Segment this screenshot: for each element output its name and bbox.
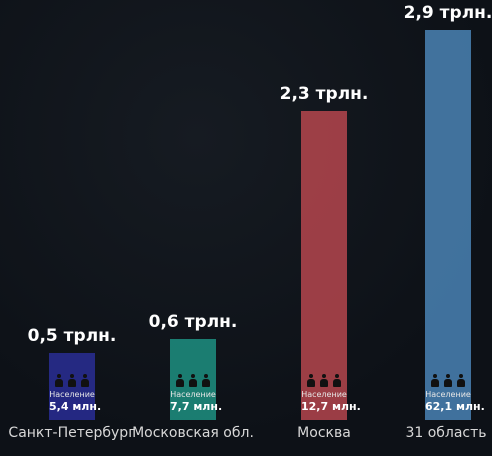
person-icon [307,373,315,387]
population-value: 5,4 млн. [49,400,102,413]
person-icon-body [457,378,465,387]
person-icon [457,373,465,387]
population-value: 7,7 млн. [170,399,223,413]
person-icon-body [307,378,315,387]
population-value: 12,7 млн. [301,399,361,413]
person-icon-head [57,374,61,378]
bar: Население 12,7 млн. [301,110,361,420]
person-icon [55,374,63,387]
person-icon-body [176,378,184,387]
person-icon [431,373,439,387]
category-label: Московская обл. [132,425,254,441]
person-icon-head [70,374,74,378]
bar: Население 7,7 млн. [170,339,223,420]
population-icons [170,373,216,388]
population-icons [49,374,95,388]
category-label: Москва [297,425,351,441]
category-label: 31 область [405,425,487,441]
person-icon-body [189,378,197,387]
population-caption: Население [425,389,471,399]
person-icon [320,373,328,387]
person-icon-head [204,373,208,378]
population-caption: Население [49,390,95,399]
person-icon-body [431,378,439,387]
person-icon [68,374,76,387]
person-icon [176,373,184,387]
person-icon-body [81,379,89,387]
data-label: 0,5 трлн. [27,325,117,346]
population-caption: Население [170,389,216,399]
data-label: 2,9 трлн. [403,2,492,23]
person-icon-head [335,373,339,378]
bar-fill [301,110,347,420]
person-icon-head [446,373,450,378]
data-label: 0,6 трлн. [148,312,238,333]
person-icon-body [55,379,63,387]
person-icon-head [322,373,326,378]
person-icon [189,373,197,387]
person-icon [81,374,89,387]
person-icon [444,373,452,387]
person-icon-body [68,379,76,387]
category-label: Санкт-Петербург [8,425,136,441]
population-icons [425,373,471,388]
person-icon-head [459,373,463,378]
person-icon [202,373,210,387]
bar: Население 62,1 млн. [425,29,485,420]
bar: Население 5,4 млн. [49,352,102,420]
person-icon-head [433,373,437,378]
person-icon-body [202,378,210,387]
bar-fill [425,29,471,420]
person-icon [333,373,341,387]
data-label: 2,3 трлн. [279,83,369,104]
person-icon-body [320,378,328,387]
person-icon-head [178,373,182,378]
person-icon-body [444,378,452,387]
person-icon-head [191,373,195,378]
population-value: 62,1 млн. [425,399,485,413]
population-caption: Население [301,389,347,399]
person-icon-head [309,373,313,378]
person-icon-body [333,378,341,387]
person-icon-head [83,374,87,378]
population-icons [301,373,347,388]
